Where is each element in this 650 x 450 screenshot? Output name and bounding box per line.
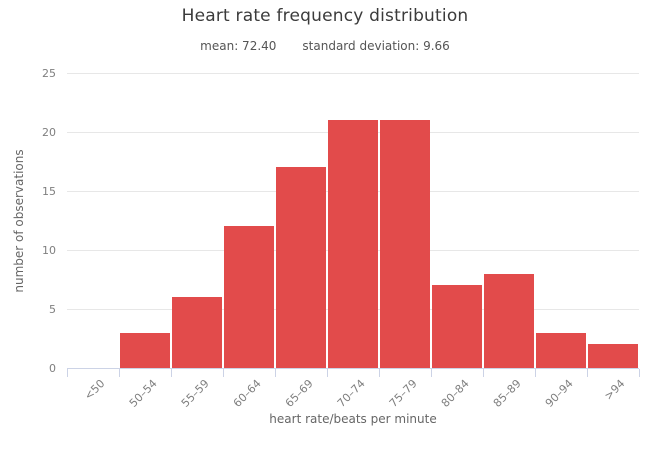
bar — [588, 344, 638, 368]
std-dev-stat: standard deviation: 9.66 — [302, 39, 450, 53]
x-axis-tick — [379, 369, 380, 377]
bar — [536, 332, 586, 368]
y-tick-label: 15 — [42, 184, 56, 198]
x-axis-tick — [119, 369, 120, 377]
bar — [380, 120, 430, 368]
bar — [172, 297, 222, 368]
x-axis-line — [67, 368, 639, 369]
x-tick-label: 65–69 — [282, 377, 316, 410]
chart-subtitle: mean: 72.40 standard deviation: 9.66 — [0, 39, 650, 53]
x-axis-tick — [275, 369, 276, 377]
bar — [484, 273, 534, 368]
x-tick-label: 70–74 — [334, 377, 368, 410]
bar — [328, 120, 378, 368]
y-tick-label: 0 — [49, 361, 56, 375]
x-tick-label: 50–54 — [126, 377, 160, 410]
y-axis-tick-labels: 0 5 10 15 20 25 — [0, 67, 56, 375]
x-axis-tick — [223, 369, 224, 377]
x-axis-tick — [171, 369, 172, 377]
x-axis-tick — [587, 369, 588, 377]
x-axis-tick — [535, 369, 536, 377]
plot-area — [67, 73, 640, 377]
x-axis-tick — [639, 369, 640, 377]
x-axis-tick — [67, 369, 68, 377]
x-tick-label: <50 — [81, 377, 108, 403]
x-tick-label: >94 — [601, 377, 628, 403]
y-tick-label: 5 — [49, 302, 56, 316]
y-tick-label: 10 — [42, 243, 56, 257]
chart-title: Heart rate frequency distribution — [181, 6, 469, 26]
x-axis-tick — [431, 369, 432, 377]
x-tick-label: 80–84 — [438, 377, 472, 410]
gridline — [67, 73, 639, 74]
bar — [276, 167, 326, 368]
mean-stat: mean: 72.40 — [200, 39, 277, 53]
bar — [224, 226, 274, 368]
bar — [432, 285, 482, 368]
x-axis-title: heart rate/beats per minute — [269, 412, 437, 426]
y-tick-label: 20 — [42, 125, 56, 139]
x-tick-label: 90–94 — [542, 377, 576, 410]
x-axis-tick — [327, 369, 328, 377]
x-axis-tick — [483, 369, 484, 377]
x-tick-label: 60–64 — [230, 377, 264, 410]
y-tick-label: 25 — [42, 66, 56, 80]
x-tick-label: 55–59 — [178, 377, 212, 410]
bar — [120, 332, 170, 368]
x-tick-label: 85–89 — [490, 377, 524, 410]
x-tick-label: 75–79 — [386, 377, 420, 410]
